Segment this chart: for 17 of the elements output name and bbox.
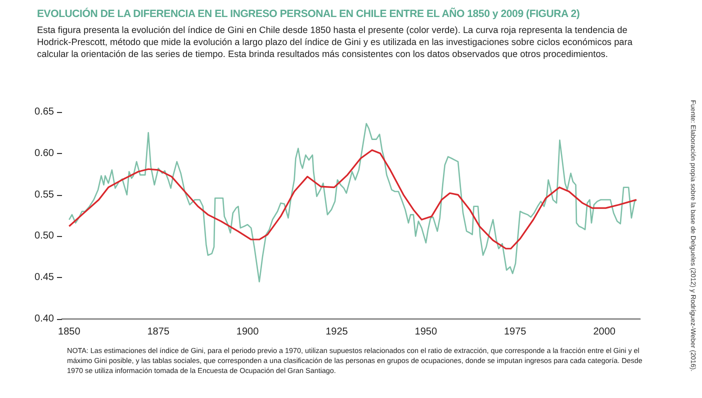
- y-tick-label: 0.45: [34, 272, 54, 284]
- x-tick-label: 1875: [147, 326, 170, 338]
- y-tick-label: 0.55: [34, 189, 54, 200]
- chart-subtitle: Esta figura presenta la evolución del índice de Gini en Chile desde 1850 hasta el presente (color verde). La curva roja representa la tendencia de Hodrick-Prescott, método que mide la evolución a largo plazo del índice de Gini y es utilizada en las investigaciones sobre ciclos económicos para calcular la orientación de las series de tiempo. Esta brinda resultados más consistentes con los datos observados que otros procedimientos.: [37, 24, 634, 60]
- y-tick-label: 0.40: [34, 314, 54, 324]
- x-tick-label: 1850: [58, 326, 81, 338]
- y-tick-label: 0.65: [34, 106, 54, 118]
- y-tick-label: 0.60: [34, 148, 54, 159]
- x-tick-label: 2000: [593, 326, 616, 338]
- x-tick-label: 1925: [326, 326, 348, 338]
- x-tick-label: 1900: [236, 326, 260, 338]
- line-series: [68, 122, 638, 282]
- y-tick-label: 0.50: [34, 230, 54, 242]
- x-tick-label: 1950: [414, 326, 438, 338]
- x-tick-label: 1975: [504, 326, 527, 338]
- chart-title: EVOLUCIÓN DE LA DIFERENCIA EN EL INGRESO PERSONAL EN CHILE ENTRE EL AÑO 1850 y 2009 (FIGURA 2): [37, 8, 581, 20]
- line-series: [68, 149, 638, 250]
